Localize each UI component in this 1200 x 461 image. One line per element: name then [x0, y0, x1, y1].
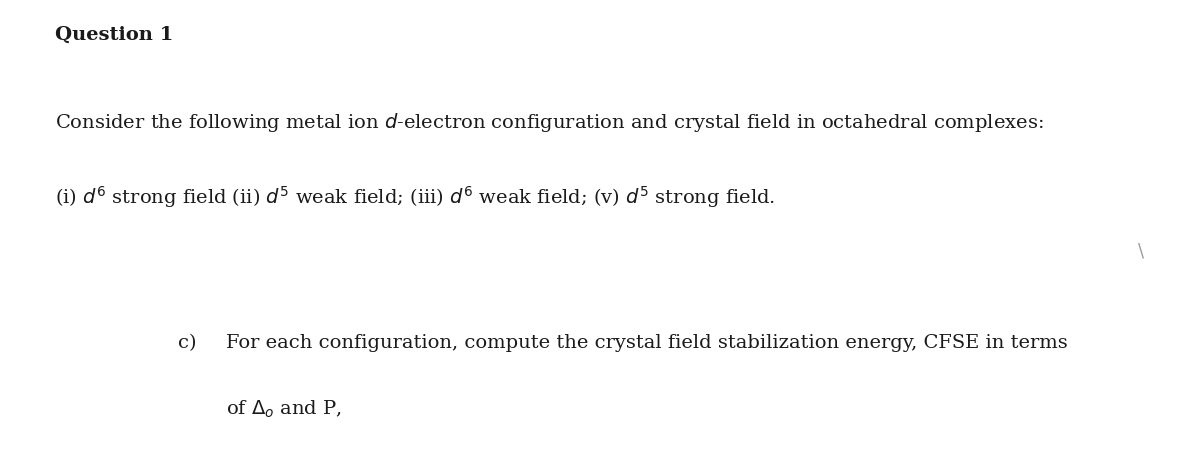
Text: (i) $d^6$ strong field (ii) $d^5$ weak field; (iii) $d^6$ weak field; (v) $d^5$ : (i) $d^6$ strong field (ii) $d^5$ weak f… — [55, 184, 775, 210]
Text: Question 1: Question 1 — [55, 25, 174, 43]
Text: Consider the following metal ion $d$-electron configuration and crystal field in: Consider the following metal ion $d$-ele… — [55, 111, 1044, 134]
Text: For each configuration, compute the crystal field stabilization energy, CFSE in : For each configuration, compute the crys… — [226, 334, 1067, 352]
Text: of $\Delta_o$ and P,: of $\Delta_o$ and P, — [226, 399, 342, 420]
Text: c): c) — [178, 334, 196, 352]
Text: \: \ — [1138, 242, 1144, 260]
